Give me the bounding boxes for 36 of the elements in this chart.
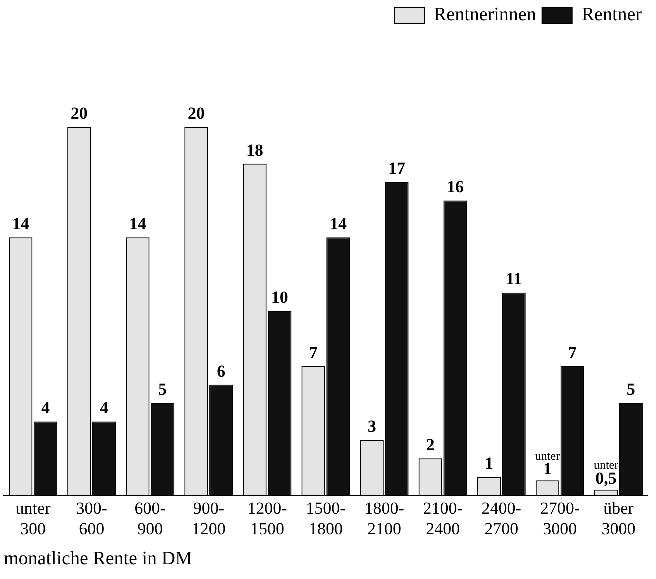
data-label: 1 [484, 454, 494, 473]
data-label: 7 [568, 343, 578, 362]
x-tick-label: 1200-1500 [248, 499, 288, 538]
x-tick-label: 2400-2700 [482, 499, 522, 538]
x-tick-label: unter 300 [16, 499, 52, 538]
data-label: 14 [330, 214, 348, 234]
data-label: 2 [426, 435, 435, 454]
legend-label: Rentnerinnen [434, 4, 537, 26]
x-tick-label: 900-1200 [192, 499, 226, 538]
data-label: 17 [388, 159, 406, 178]
data-label: 14 [12, 214, 30, 234]
data-label: unter 1 [535, 448, 560, 479]
x-tick-label: 2700-3000 [540, 499, 580, 538]
x-tick-label: 2100-2400 [423, 499, 464, 538]
data-label: 18 [246, 140, 264, 160]
x-tick-label: 600-900 [134, 499, 166, 538]
data-label: 4 [100, 398, 110, 418]
data-label: 20 [188, 104, 205, 123]
data-label: 11 [506, 270, 522, 289]
x-tick-label: über 3000 [602, 499, 636, 538]
data-label: 3 [368, 417, 376, 436]
data-label: 5 [158, 380, 168, 400]
x-axis-title: monatliche Rente in DM [4, 548, 192, 570]
legend-label: Rentner [582, 4, 643, 26]
data-label: 6 [217, 362, 226, 381]
data-label: 7 [309, 343, 318, 362]
x-tick-label: 300-600 [76, 499, 108, 538]
data-label: 4 [41, 398, 50, 418]
data-label: 20 [70, 104, 88, 123]
x-tick-label: 1500-1800 [306, 499, 346, 538]
data-label: 16 [447, 178, 464, 197]
data-label: unter 0,5 [594, 458, 619, 488]
x-tick-label: 1800-2100 [364, 499, 405, 538]
data-label: 5 [626, 380, 636, 400]
data-label: 10 [271, 288, 288, 308]
data-label: 14 [129, 214, 147, 234]
